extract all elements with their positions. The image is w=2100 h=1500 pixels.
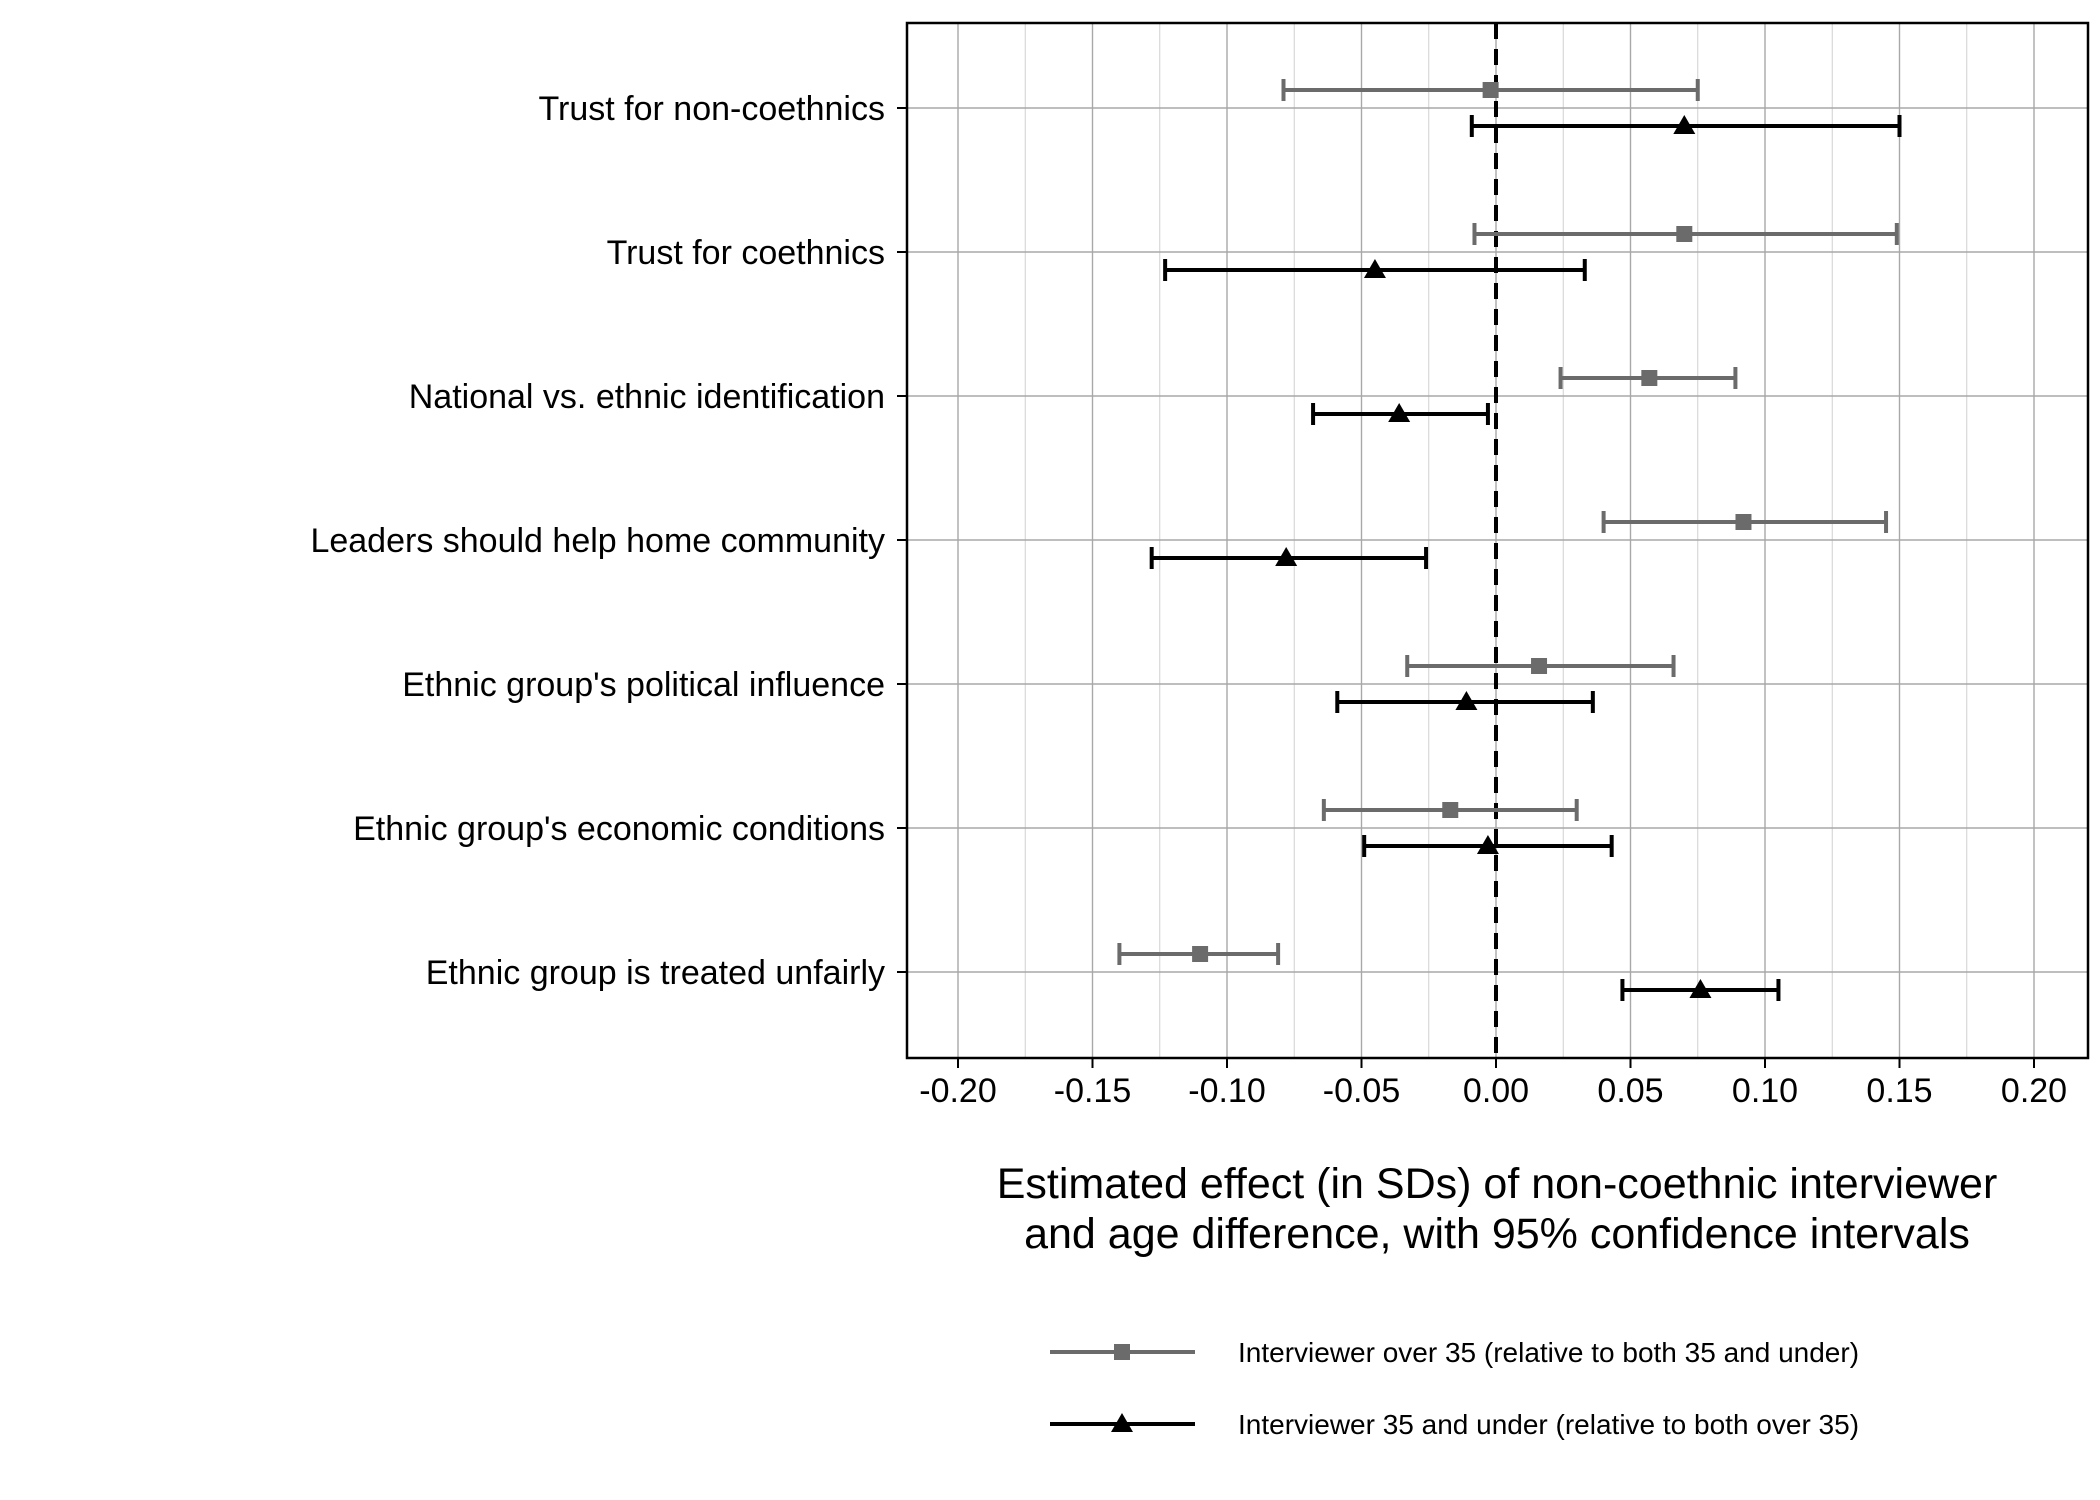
point-estimate	[1442, 802, 1459, 818]
legend-label: Interviewer over 35 (relative to both 35…	[1238, 1337, 1859, 1368]
x-tick-label: -0.05	[1323, 1072, 1401, 1110]
point-estimate	[1676, 226, 1693, 242]
grid-layer	[907, 23, 2088, 1058]
y-tick-label: Trust for non-coethnics	[539, 90, 885, 128]
legend-item-2: Interviewer 35 and under (relative to bo…	[1050, 1409, 1859, 1440]
point-estimate	[1689, 979, 1712, 998]
point-estimate	[1673, 115, 1696, 134]
point-estimate	[1192, 946, 1209, 962]
series-2	[1149, 115, 1902, 1001]
point-estimate	[1363, 259, 1386, 278]
point-estimate	[1482, 82, 1499, 98]
y-tick-label: National vs. ethnic identification	[409, 378, 885, 416]
point-estimate	[1641, 370, 1658, 386]
x-axis-title-line-1: Estimated effect (in SDs) of non-coethni…	[997, 1160, 1998, 1208]
x-tick-label: 0.15	[1866, 1072, 1932, 1110]
y-tick-label: Ethnic group's political influence	[402, 666, 885, 704]
point-estimate	[1275, 547, 1298, 566]
y-tick-label: Trust for coethnics	[607, 234, 885, 272]
x-tick-label: 0.10	[1732, 1072, 1798, 1110]
series-layer	[1117, 79, 1902, 1001]
y-axis: Trust for non-coethnics Trust for coethni…	[310, 90, 907, 992]
legend-key-marker	[1111, 1413, 1133, 1432]
point-estimate	[1531, 658, 1548, 674]
y-tick-label: Ethnic group is treated unfairly	[426, 954, 885, 992]
x-axis-title-line-2: and age difference, with 95% confidence …	[1024, 1210, 1970, 1258]
x-tick-label: 0.00	[1463, 1072, 1529, 1110]
x-tick-label: -0.20	[919, 1072, 997, 1110]
series-1	[1117, 79, 1899, 965]
x-tick-label: -0.10	[1188, 1072, 1266, 1110]
point-estimate	[1455, 691, 1478, 710]
point-estimate	[1476, 835, 1499, 854]
legend: Interviewer over 35 (relative to both 35…	[1050, 1337, 1859, 1440]
x-tick-label: 0.05	[1597, 1072, 1663, 1110]
legend-item-1: Interviewer over 35 (relative to both 35…	[1050, 1337, 1859, 1368]
point-estimate	[1388, 403, 1411, 422]
y-tick-label: Ethnic group's economic conditions	[353, 810, 885, 848]
legend-key-marker	[1114, 1344, 1130, 1360]
legend-label: Interviewer 35 and under (relative to bo…	[1238, 1409, 1859, 1440]
point-estimate	[1735, 514, 1752, 530]
y-tick-label: Leaders should help home community	[310, 522, 885, 560]
x-axis: -0.20 -0.15 -0.10 -0.05 0.00 0.05 0.10 0.15 0.20	[919, 1058, 2067, 1110]
x-tick-label: 0.20	[2001, 1072, 2067, 1110]
x-tick-label: -0.15	[1054, 1072, 1132, 1110]
